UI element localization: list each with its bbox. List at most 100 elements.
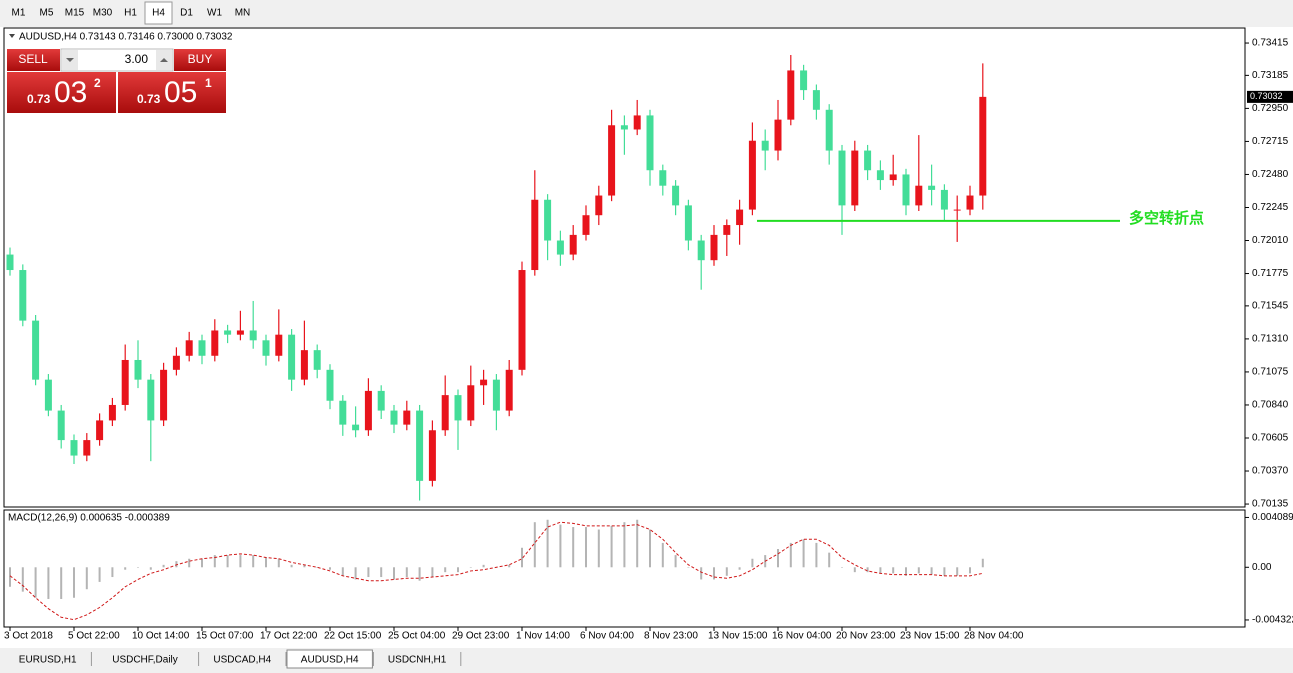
candle-body (748, 140, 756, 210)
ask-pip: 1 (205, 76, 212, 90)
candle-body (32, 320, 40, 380)
candle-body (185, 340, 193, 356)
macd-bar (85, 567, 88, 590)
macd-bar (73, 567, 75, 598)
header-arrow (9, 34, 15, 38)
candle-body (416, 410, 424, 481)
macd-bar (329, 567, 331, 570)
timeframe-button[interactable] (61, 2, 88, 24)
macd-bar (649, 529, 651, 568)
macd-bar (137, 567, 139, 568)
macd-bar (559, 524, 562, 568)
chart-header: AUDUSD,H4 0.73143 0.73146 0.73000 0.7303… (19, 32, 233, 43)
candle-body (121, 359, 129, 405)
x-tick-label: 29 Oct 23:00 (452, 631, 510, 642)
y-tick-label: 0.71075 (1252, 367, 1289, 378)
symbol-tab[interactable] (286, 649, 373, 669)
timeframe-button[interactable] (5, 2, 32, 24)
annotation-label: 多空转折点 (1129, 209, 1204, 227)
timeframe-button[interactable] (144, 1, 173, 25)
candle-body (134, 359, 142, 380)
timeframe-button[interactable] (33, 2, 60, 24)
candle-body (224, 330, 232, 335)
tab-label: USDCNH,H1 (388, 655, 447, 666)
candle-body (300, 350, 308, 380)
candle-body (659, 170, 667, 186)
macd-bar (277, 558, 280, 568)
candle-body (108, 404, 116, 421)
macd-bar (981, 558, 984, 568)
candle-body (595, 195, 603, 216)
y-tick-label: 0.72715 (1252, 136, 1289, 147)
candle-body (352, 424, 360, 431)
y-tick-label: 0.72480 (1252, 169, 1289, 180)
candle-body (454, 395, 462, 421)
bid-pip: 2 (94, 76, 101, 90)
trade-panel: SELL 3.00 BUY 0.73 03 2 0.73 05 1 (7, 48, 226, 113)
timeframe-button[interactable] (173, 2, 200, 24)
sell-label: SELL (18, 52, 48, 66)
macd-bar (9, 567, 11, 587)
up-arrow (160, 58, 168, 62)
x-tick-label: 17 Oct 22:00 (260, 631, 318, 642)
x-tick-label: 5 Oct 22:00 (68, 631, 120, 642)
macd-bar (162, 564, 165, 568)
buy-button[interactable] (174, 49, 226, 71)
candle-body (761, 140, 769, 151)
macd-bar (239, 555, 242, 568)
timeframe-button[interactable] (117, 2, 144, 24)
symbol-tab[interactable] (199, 650, 285, 668)
sell-button[interactable] (7, 49, 60, 71)
macd-bar (188, 558, 191, 568)
lots-field[interactable] (60, 48, 174, 72)
x-tick-label: 25 Oct 04:00 (388, 631, 446, 642)
candle-body (979, 96, 987, 196)
macd-bar (21, 567, 24, 592)
candle-body (620, 125, 628, 130)
x-tick-label: 8 Nov 23:00 (644, 631, 698, 642)
candle-body (326, 369, 334, 401)
bid-box[interactable] (7, 72, 116, 113)
last-price-box (1247, 90, 1293, 103)
macd-bar (47, 567, 50, 599)
candle-body (889, 174, 897, 181)
symbol-tab[interactable] (92, 650, 198, 668)
macd-bar (111, 567, 114, 578)
macd-bar (636, 519, 639, 568)
timeframe-button[interactable] (229, 2, 256, 24)
macd-bar (687, 567, 690, 568)
ask-box[interactable] (118, 72, 226, 113)
macd-bar (892, 567, 895, 574)
candle-body (902, 174, 910, 206)
tab-label: AUDUSD,H4 (301, 655, 359, 666)
macd-bar (124, 567, 127, 570)
macd-bar (969, 567, 971, 574)
timeframe-button[interactable] (89, 2, 116, 24)
candle-body (569, 234, 577, 255)
x-tick-label: 10 Oct 14:00 (132, 631, 190, 642)
candle-body (441, 395, 449, 431)
macd-bar (879, 567, 882, 574)
candle-body (160, 369, 168, 421)
candle-body (19, 270, 27, 321)
candle-body (556, 240, 564, 255)
candle-body (288, 334, 296, 380)
timeframe-button[interactable] (201, 2, 228, 24)
macd-bar (572, 527, 575, 568)
macd-bar (380, 567, 383, 578)
tab-label: USDCAD,H4 (213, 655, 271, 666)
macd-bar (265, 557, 267, 568)
macd-bar (457, 567, 459, 573)
candle-body (44, 379, 52, 411)
timeframe-label: H4 (152, 8, 165, 19)
symbol-tab[interactable] (5, 650, 91, 668)
macd-bar (175, 561, 178, 568)
macd-bar (866, 567, 869, 573)
buy-label: BUY (188, 52, 213, 66)
symbol-tab[interactable] (374, 650, 460, 668)
macd-bar (303, 564, 306, 568)
macd-bar (610, 525, 613, 568)
candle-body (390, 410, 398, 425)
x-tick-label: 28 Nov 04:00 (964, 631, 1024, 642)
macd-bar (751, 558, 754, 568)
